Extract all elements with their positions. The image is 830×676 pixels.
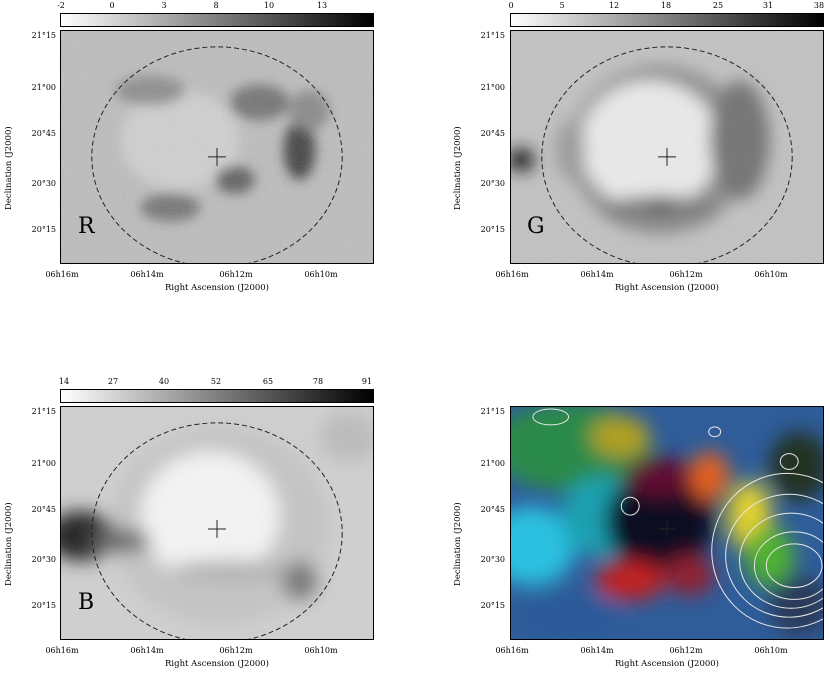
colorbar-b-tick: 52 [210,377,222,386]
y-tick-label: 21°00 [31,83,56,92]
colorbar-b-tick: 14 [58,377,70,386]
colorbar-g-tick: 0 [508,1,514,10]
colorbar-g-tick: 25 [712,1,724,10]
panel-letter-r: R [78,214,95,239]
colorbar-b-tick: 27 [107,377,119,386]
x-tick-label: 06h10m [754,270,788,279]
colorbar-r [60,13,374,27]
y-tick-label: 21°15 [31,31,56,40]
x-tick-label: 06h12m [219,646,253,655]
x-tick-label: 06h16m [495,270,529,279]
x-tick-label: 06h14m [580,270,614,279]
image-map-rgb [510,406,824,640]
colorbar-r-tick: -2 [57,1,65,10]
y-tick-label: 20°15 [480,601,505,610]
y-tick-label: 20°45 [31,505,56,514]
y-tick-label: 20°45 [480,129,505,138]
y-tick-label: 20°45 [480,505,505,514]
x-tick-label: 06h14m [130,646,164,655]
x-tick-label: 06h16m [495,646,529,655]
y-tick-label: 20°15 [31,225,56,234]
x-axis-title: Right Ascension (J2000) [615,659,719,669]
x-tick-label: 06h12m [669,646,703,655]
x-tick-label: 06h16m [45,646,79,655]
colorbar-b-tick: 40 [158,377,170,386]
colorbar-b [60,389,374,403]
y-axis-title: Declination (J2000) [4,126,14,210]
panel-letter-b: B [78,590,95,615]
x-tick-label: 06h10m [304,270,338,279]
y-tick-label: 20°45 [31,129,56,138]
x-tick-label: 06h12m [219,270,253,279]
colorbar-g-tick: 5 [559,1,565,10]
y-tick-label: 21°15 [480,407,505,416]
y-tick-label: 21°15 [480,31,505,40]
colorbar-b-tick: 65 [262,377,274,386]
colorbar-g-tick: 31 [762,1,774,10]
colorbar-r-tick: 8 [213,1,219,10]
colorbar-g [510,13,824,27]
map-rgb-graphic [511,407,823,639]
x-axis-title: Right Ascension (J2000) [615,283,719,293]
x-tick-label: 06h12m [669,270,703,279]
y-tick-label: 20°30 [31,179,56,188]
x-tick-label: 06h10m [754,646,788,655]
y-tick-label: 20°30 [31,555,56,564]
map-r-graphic [61,31,373,263]
colorbar-g-tick: 38 [813,1,825,10]
y-tick-label: 20°30 [480,555,505,564]
colorbar-r-tick: 3 [161,1,167,10]
x-axis-title: Right Ascension (J2000) [165,283,269,293]
y-axis-title: Declination (J2000) [4,502,14,586]
panel-letter-g: G [527,214,545,239]
x-tick-label: 06h14m [580,646,614,655]
map-b-graphic [61,407,373,639]
x-tick-label: 06h10m [304,646,338,655]
colorbar-g-tick: 18 [660,1,672,10]
x-tick-label: 06h14m [130,270,164,279]
y-axis-title: Declination (J2000) [453,126,463,210]
y-tick-label: 20°15 [480,225,505,234]
map-g-graphic [511,31,823,263]
y-tick-label: 21°00 [31,459,56,468]
y-tick-label: 21°15 [31,407,56,416]
y-tick-label: 21°00 [480,459,505,468]
colorbar-b-tick: 91 [361,377,373,386]
colorbar-r-tick: 0 [109,1,115,10]
x-tick-label: 06h16m [45,270,79,279]
y-tick-label: 20°30 [480,179,505,188]
colorbar-b-tick: 78 [312,377,324,386]
colorbar-g-tick: 12 [608,1,620,10]
y-tick-label: 21°00 [480,83,505,92]
x-axis-title: Right Ascension (J2000) [165,659,269,669]
colorbar-r-tick: 10 [263,1,275,10]
y-tick-label: 20°15 [31,601,56,610]
image-map-b [60,406,374,640]
colorbar-r-tick: 13 [316,1,328,10]
image-map-g [510,30,824,264]
y-axis-title: Declination (J2000) [453,502,463,586]
image-map-r [60,30,374,264]
